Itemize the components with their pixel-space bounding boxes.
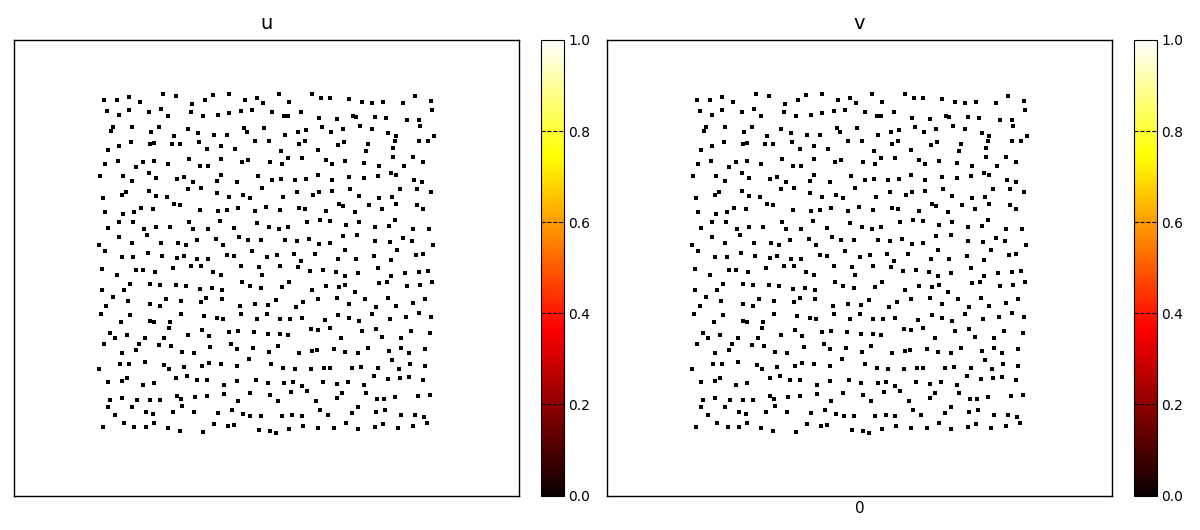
Title: u: u	[260, 14, 272, 33]
Title: v: v	[853, 14, 865, 33]
X-axis label: 0: 0	[854, 501, 864, 516]
